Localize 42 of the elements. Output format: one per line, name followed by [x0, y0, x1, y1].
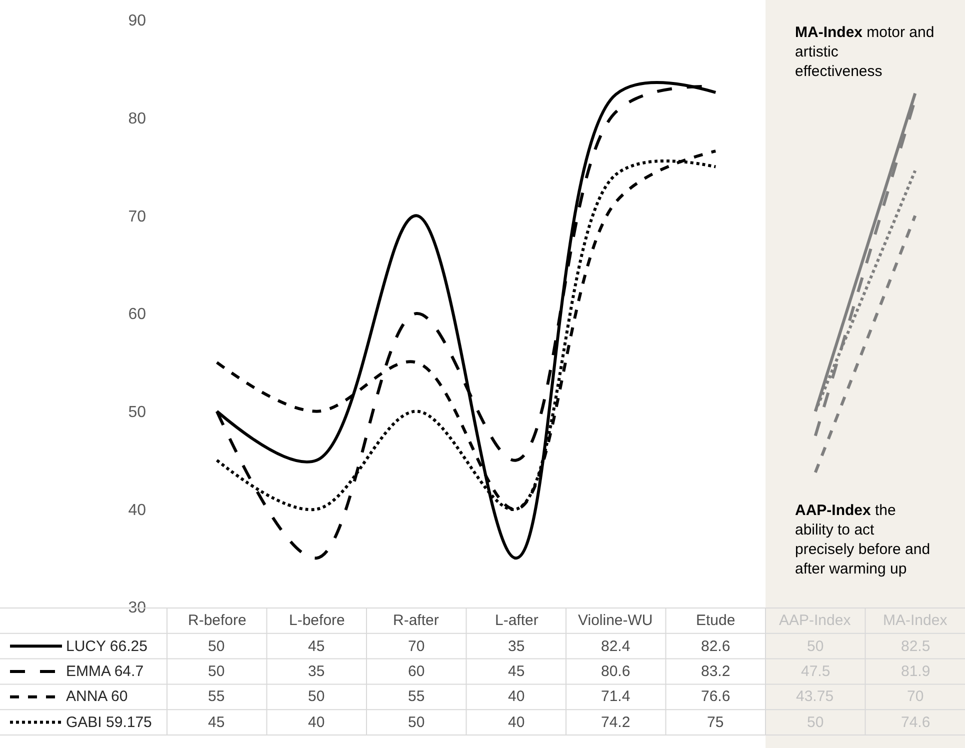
data-label: 45 [208, 714, 225, 731]
data-label: 35 [508, 638, 525, 655]
data-label: 45 [308, 638, 325, 655]
data-label: 80.6 [601, 663, 630, 680]
data-label: 75 [707, 714, 724, 731]
data-label: 82.6 [701, 638, 730, 655]
y-tick-label: 40 [128, 502, 146, 519]
data-label: 40 [308, 714, 325, 731]
legend-label: EMMA 64.7 [66, 663, 144, 680]
data-label: 50 [208, 663, 225, 680]
legend-label: LUCY 66.25 [66, 638, 148, 655]
data-label: 60 [408, 663, 425, 680]
y-tick-label: 50 [128, 404, 146, 421]
data-label: 70 [408, 638, 425, 655]
data-label: 76.6 [701, 688, 730, 705]
x-tick-label: Violine-WU [578, 612, 653, 629]
data-label: 71.4 [601, 688, 630, 705]
data-label: 74.2 [601, 714, 630, 731]
x-tick-label: L-before [289, 612, 345, 629]
text: MA-Index motor and artistic effectiveness [795, 24, 934, 80]
x-tick-label: R-after [393, 612, 439, 629]
data-label: 40 [508, 688, 525, 705]
y-tick-label: 90 [128, 12, 146, 30]
data-label: 83.2 [701, 663, 730, 680]
y-tick-label: 70 [128, 208, 146, 226]
data-label: 55 [208, 688, 225, 705]
legend-label: ANNA 60 [66, 688, 128, 705]
y-tick-label: 80 [128, 110, 146, 128]
annotation: AAP-Index the ability to act precisely before and after warming up [795, 502, 930, 578]
legend-label: GABI 59.175 [66, 714, 152, 731]
data-label: 40 [508, 714, 525, 731]
x-tick-label: Etude [696, 612, 736, 629]
y-tick-label: 60 [128, 306, 146, 324]
data-label: 50 [408, 714, 425, 731]
x-tick-label: L-after [495, 612, 538, 629]
data-label: 50 [208, 638, 225, 655]
data-label: 50 [308, 688, 325, 705]
data-label: 55 [408, 688, 425, 705]
data-label: 82.4 [601, 638, 630, 655]
data-label: 35 [308, 663, 325, 680]
data-label: 45 [508, 663, 525, 680]
x-tick-label: R-before [188, 612, 246, 629]
